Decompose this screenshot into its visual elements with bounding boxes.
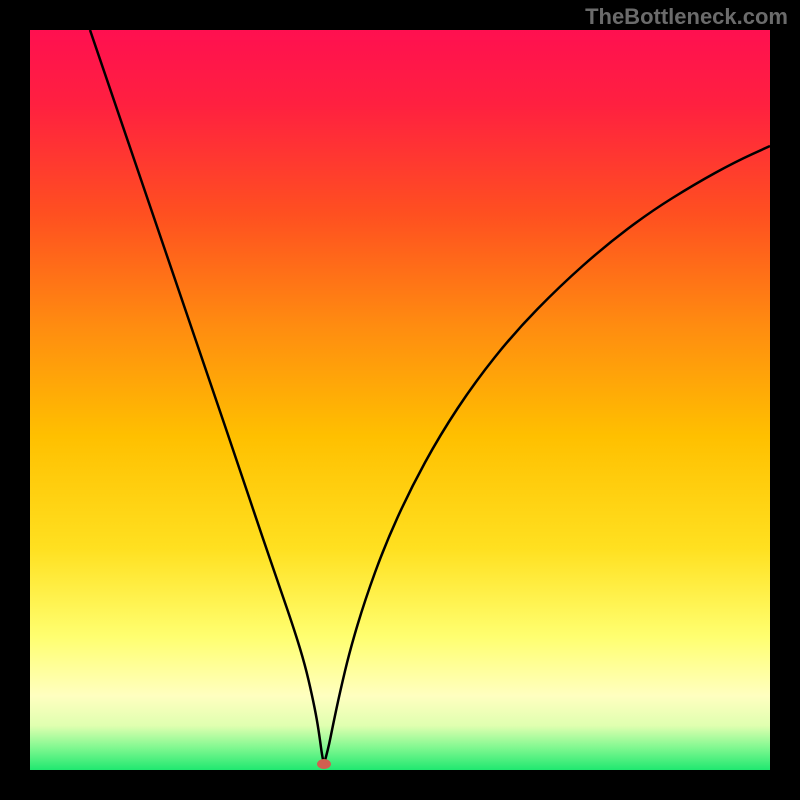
watermark-text: TheBottleneck.com <box>585 4 788 30</box>
chart-svg <box>30 30 770 770</box>
minimum-marker <box>317 759 331 769</box>
gradient-background <box>30 30 770 770</box>
plot-area <box>30 30 770 770</box>
